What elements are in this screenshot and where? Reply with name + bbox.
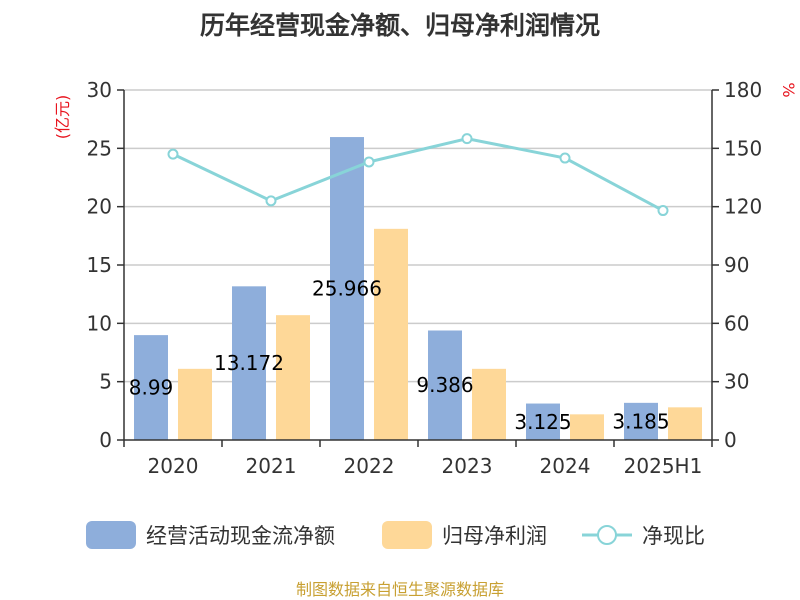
bar-net-profit	[374, 228, 408, 440]
right-axis-tick-label: 120	[724, 195, 762, 219]
chart-title: 历年经营现金净额、归母净利润情况	[200, 11, 600, 40]
x-axis-tick-label: 2024	[540, 454, 591, 478]
source-note: 制图数据来自恒生聚源数据库	[296, 580, 504, 599]
legend-label: 经营活动现金流净额	[146, 524, 335, 548]
left-axis-unit: (亿元)	[53, 95, 72, 140]
ratio-line	[172, 137, 664, 212]
bars-layer	[134, 137, 702, 440]
legend-label: 归母净利润	[442, 524, 547, 548]
axes-layer: 0 5 10 15 20 25 30 0 30 60 90 120 150 180 2020 2021 2022…	[87, 78, 763, 478]
x-axis-tick-label: 2025H1	[624, 454, 703, 478]
x-axis-tick-label: 2023	[442, 454, 493, 478]
right-axis-tick-label: 150	[724, 136, 762, 160]
bar-cashflow	[526, 403, 560, 440]
x-axis-tick-label: 2021	[246, 454, 297, 478]
left-axis-tick-label: 20	[87, 195, 112, 219]
bar-cashflow	[428, 330, 462, 440]
x-axis-tick-label: 2020	[148, 454, 199, 478]
bar-net-profit	[178, 368, 212, 440]
left-axis-tick-label: 10	[87, 311, 112, 335]
bar-net-profit	[570, 414, 604, 440]
bar-net-profit	[276, 315, 310, 440]
ratio-point	[461, 133, 473, 145]
right-axis-tick-label: 60	[724, 311, 749, 335]
data-labels-layer: 8.99 13.172 25.966 9.386 3.125 3.185	[129, 277, 670, 434]
legend-label: 净现比	[642, 524, 705, 548]
bar-data-label: 13.172	[214, 351, 284, 375]
bar-cashflow	[134, 335, 168, 440]
right-axis-unit: %	[779, 82, 798, 97]
legend-swatch-cashflow	[86, 521, 136, 549]
ratio-line-layer	[167, 133, 669, 217]
right-axis-tick-label: 90	[724, 253, 749, 277]
bar-cashflow	[624, 402, 658, 440]
x-axis-tick-label: 2022	[344, 454, 395, 478]
right-axis-tick-label: 0	[724, 428, 737, 452]
left-axis-tick-label: 30	[87, 78, 112, 102]
left-axis-tick-label: 25	[87, 136, 112, 160]
ratio-point	[657, 205, 669, 217]
left-axis-tick-label: 15	[87, 253, 112, 277]
bar-data-label: 9.386	[416, 373, 473, 397]
left-axis-tick-label: 5	[99, 370, 112, 394]
bar-data-label: 3.185	[612, 409, 669, 433]
legend-swatch-net-profit	[382, 521, 432, 549]
bar-cashflow	[330, 137, 364, 440]
legend: 经营活动现金流净额 归母净利润 净现比	[86, 521, 705, 549]
grid-lines	[124, 89, 712, 383]
bar-cashflow	[232, 286, 266, 440]
bar-net-profit	[472, 368, 506, 440]
bar-net-profit	[668, 407, 702, 440]
ratio-point	[167, 148, 179, 160]
legend-marker-ratio	[597, 525, 617, 545]
right-axis-tick-label: 180	[724, 78, 762, 102]
right-axis-tick-label: 30	[724, 370, 749, 394]
ratio-point	[559, 152, 571, 164]
bar-data-label: 8.99	[129, 376, 174, 400]
bar-data-label: 25.966	[312, 277, 382, 301]
bar-data-label: 3.125	[514, 410, 571, 434]
left-axis-tick-label: 0	[99, 428, 112, 452]
ratio-point	[265, 195, 277, 207]
ratio-point	[363, 156, 375, 168]
